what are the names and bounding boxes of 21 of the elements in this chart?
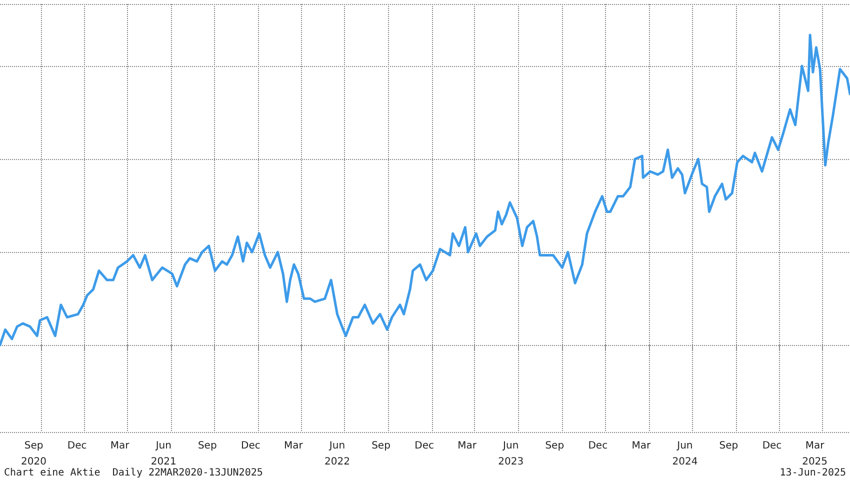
x-tick-label: Jun 2021 (150, 440, 176, 468)
x-tick-label: Mar (110, 440, 130, 452)
text: Chart eine Aktie Daily 22MAR2020-13JUN2025 (4, 468, 263, 478)
x-tick-label: Jun 2022 (324, 440, 350, 468)
x-tick-label: Mar 2025 (802, 440, 828, 468)
x-tick-label: Sep (545, 440, 564, 452)
x-tick-label: Dec (762, 440, 782, 452)
x-tick-label: Dec (240, 440, 260, 452)
x-tick-label: Sep (719, 440, 738, 452)
x-tick-label: Dec (588, 440, 608, 452)
x-tick-label: Jun 2024 (672, 440, 698, 468)
x-tick-label: Mar (458, 440, 478, 452)
x-tick-label: Sep (198, 440, 217, 452)
x-tick-label: Jun 2023 (498, 440, 524, 468)
text: 13-Jun-2025 (780, 468, 846, 478)
x-tick-label: Mar (284, 440, 304, 452)
x-tick-label: Mar (632, 440, 652, 452)
x-tick-label: Sep (372, 440, 390, 452)
x-tick-label: Sep 2020 (21, 440, 46, 468)
x-tick-label: Dec (67, 440, 87, 452)
x-tick-label: Dec (414, 440, 434, 452)
